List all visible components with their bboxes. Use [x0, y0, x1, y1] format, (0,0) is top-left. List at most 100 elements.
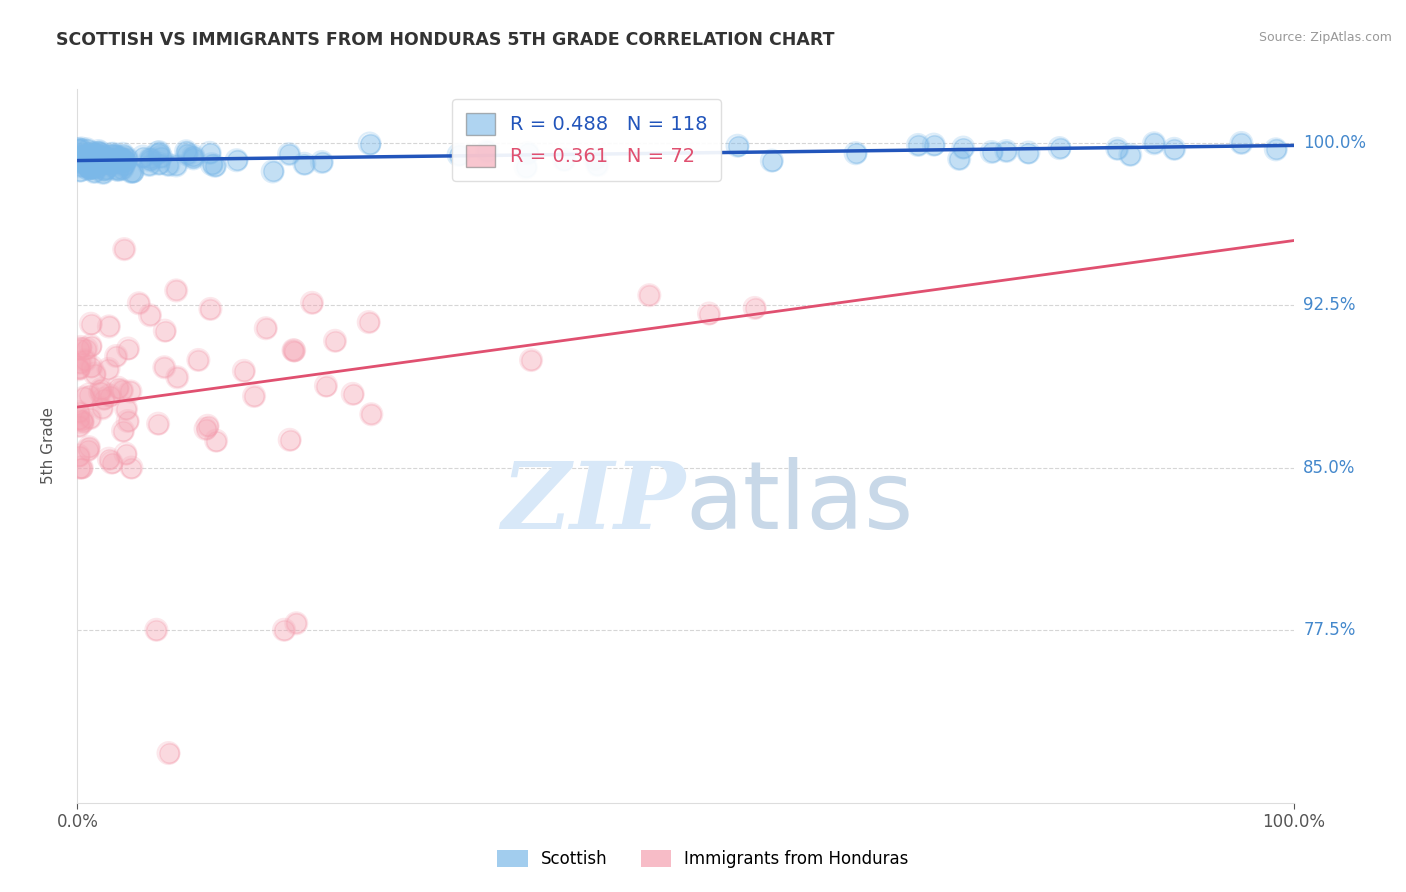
Point: [120, 384, 142, 399]
Point: [323, 334, 346, 348]
Point: [100, 456, 122, 470]
Point: [520, 353, 543, 368]
Point: [75, 342, 97, 356]
Point: [98, 156, 121, 170]
Point: [83, 155, 105, 169]
Point: [101, 155, 124, 169]
Point: [907, 138, 929, 153]
Point: [67, 150, 90, 164]
Point: [761, 153, 783, 168]
Point: [204, 159, 226, 173]
Point: [73, 157, 96, 171]
Point: [114, 447, 136, 461]
Point: [79, 150, 101, 164]
Point: [112, 242, 135, 256]
Point: [69, 340, 91, 354]
Point: [515, 161, 537, 175]
Point: [89, 150, 111, 164]
Point: [148, 157, 170, 171]
Point: [97, 149, 120, 163]
Point: [359, 136, 381, 151]
Point: [138, 158, 160, 172]
Point: [80, 161, 103, 175]
Point: [273, 623, 295, 637]
Point: [285, 616, 308, 631]
Point: [77, 162, 100, 177]
Point: [105, 349, 128, 363]
Point: [157, 158, 180, 172]
Point: [77, 387, 100, 401]
Point: [67, 360, 90, 375]
Point: [301, 296, 323, 310]
Point: [107, 163, 129, 178]
Point: [73, 157, 96, 171]
Point: [995, 144, 1018, 158]
Point: [67, 412, 90, 426]
Point: [80, 161, 103, 175]
Point: [93, 153, 115, 168]
Point: [165, 284, 187, 298]
Point: [198, 145, 221, 160]
Point: [153, 360, 176, 375]
Point: [278, 147, 301, 161]
Point: [97, 362, 120, 376]
Point: [72, 413, 94, 427]
Point: [285, 616, 308, 631]
Point: [121, 165, 143, 179]
Point: [174, 145, 197, 159]
Point: [97, 451, 120, 466]
Point: [87, 144, 110, 158]
Point: [115, 153, 138, 168]
Point: [72, 155, 94, 169]
Point: [132, 150, 155, 164]
Point: [79, 156, 101, 170]
Text: atlas: atlas: [686, 457, 914, 549]
Point: [278, 147, 301, 161]
Point: [75, 353, 97, 368]
Point: [90, 153, 112, 167]
Point: [98, 156, 121, 170]
Point: [120, 460, 142, 475]
Point: [292, 157, 315, 171]
Point: [70, 460, 93, 475]
Point: [980, 145, 1002, 159]
Point: [243, 389, 266, 403]
Point: [98, 389, 121, 403]
Point: [204, 159, 226, 173]
Point: [69, 340, 91, 354]
Point: [86, 152, 108, 166]
Point: [80, 359, 103, 374]
Point: [94, 161, 117, 176]
Point: [86, 152, 108, 166]
Point: [77, 442, 100, 457]
Point: [112, 424, 135, 438]
Point: [254, 321, 277, 335]
Point: [83, 153, 105, 168]
Point: [67, 142, 90, 156]
Point: [952, 140, 974, 154]
Point: [70, 148, 93, 162]
Text: SCOTTISH VS IMMIGRANTS FROM HONDURAS 5TH GRADE CORRELATION CHART: SCOTTISH VS IMMIGRANTS FROM HONDURAS 5TH…: [56, 31, 835, 49]
Point: [67, 412, 90, 426]
Point: [100, 456, 122, 470]
Point: [907, 138, 929, 153]
Point: [111, 161, 134, 176]
Point: [90, 382, 112, 396]
Point: [145, 623, 167, 637]
Point: [583, 152, 606, 166]
Point: [845, 146, 868, 161]
Point: [98, 389, 121, 403]
Point: [194, 422, 217, 436]
Point: [70, 460, 93, 475]
Text: 100.0%: 100.0%: [1303, 135, 1367, 153]
Point: [315, 378, 337, 392]
Point: [77, 147, 100, 161]
Point: [553, 153, 575, 167]
Point: [87, 144, 110, 158]
Point: [105, 151, 128, 165]
Point: [67, 419, 90, 434]
Text: 77.5%: 77.5%: [1303, 621, 1355, 639]
Point: [117, 414, 139, 428]
Point: [91, 401, 114, 416]
Point: [262, 164, 284, 178]
